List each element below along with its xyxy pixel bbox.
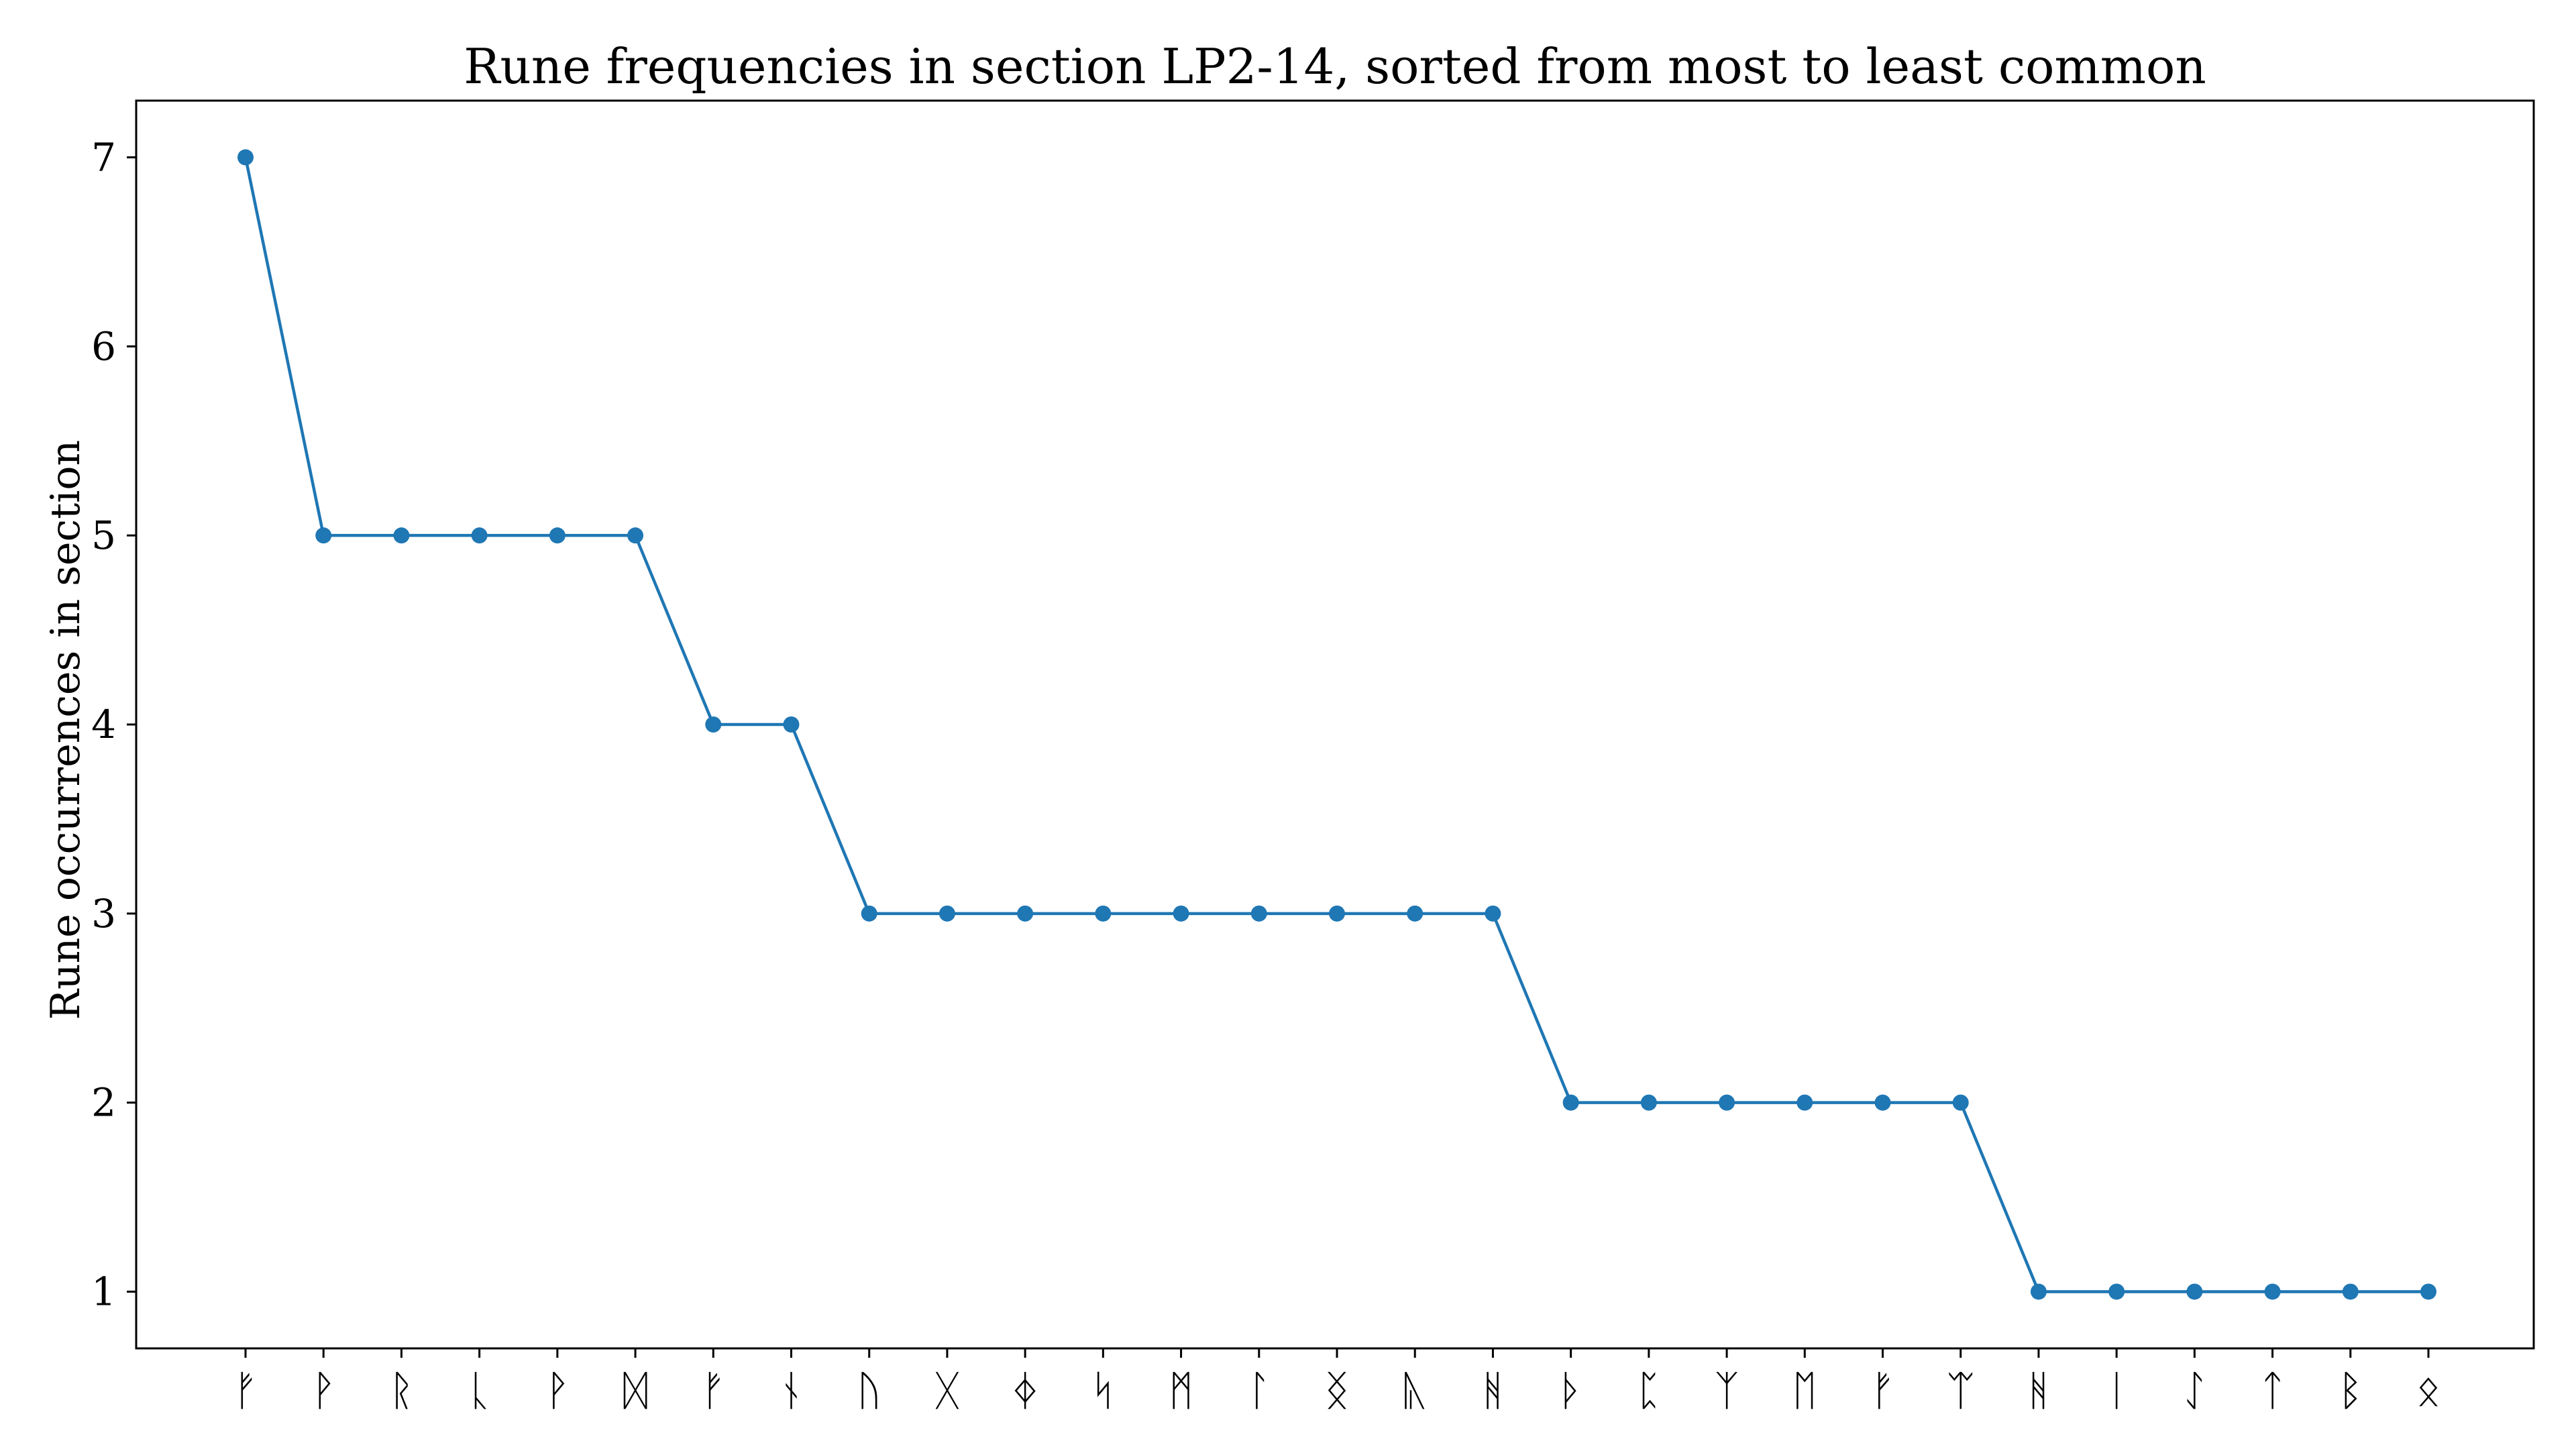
data-point: [1250, 905, 1267, 922]
x-tick-label: ᛁ: [2104, 1366, 2129, 1415]
x-tick-label: ᛇ: [2182, 1366, 2207, 1415]
x-tick-label: ᚳ: [467, 1366, 492, 1415]
x-tick-label: ᚦ: [1558, 1366, 1583, 1415]
data-point: [471, 527, 488, 544]
x-tick-label: ᚻ: [1481, 1366, 1505, 1415]
data-point: [2420, 1283, 2436, 1300]
data-point: [549, 527, 566, 544]
x-tick-label: ᛒ: [2338, 1366, 2363, 1415]
data-point: [1407, 905, 1424, 922]
x-tick-label: ᚾ: [779, 1366, 804, 1415]
data-point: [627, 527, 644, 544]
data-point: [1485, 905, 1501, 922]
x-tick-label: ᛠ: [1948, 1366, 1973, 1415]
x-tick-label: ᛄ: [1013, 1366, 1038, 1415]
x-tick-label: ᚠ: [701, 1366, 726, 1415]
data-point: [1562, 1094, 1579, 1111]
chart-title: Rune frequencies in section LP2-14, sort…: [464, 38, 2206, 95]
x-tick-label: ᚱ: [389, 1366, 414, 1415]
data-point: [315, 527, 332, 544]
x-tick-label: ᚻ: [2026, 1366, 2051, 1415]
x-tick-label: ᛗ: [1169, 1366, 1193, 1415]
data-point: [2342, 1283, 2359, 1300]
data-point: [237, 149, 254, 166]
x-tick-label: ᚹ: [311, 1366, 336, 1415]
y-tick-label: 4: [91, 702, 116, 747]
data-point: [783, 716, 800, 733]
x-tick-label: ᚠ: [233, 1366, 258, 1415]
x-tick-label: ᛚ: [1246, 1366, 1271, 1415]
data-point: [861, 905, 877, 922]
x-tick-label: ᛏ: [2260, 1366, 2285, 1415]
x-tick-label: ᛉ: [1714, 1366, 1739, 1415]
x-tick-label: ᛟ: [2416, 1366, 2440, 1415]
plot-frame: [135, 99, 2535, 1350]
x-tick-label: ᛝ: [1324, 1366, 1349, 1415]
data-point: [1017, 905, 1034, 922]
x-tick-label: ᛈ: [1636, 1366, 1661, 1415]
y-tick-label: 6: [91, 323, 116, 369]
y-tick-label: 3: [91, 891, 116, 936]
data-point: [1952, 1094, 1969, 1111]
series-line: [244, 157, 2428, 1293]
data-point: [1874, 1094, 1891, 1111]
data-point: [705, 716, 722, 733]
data-point: [1095, 905, 1112, 922]
x-tick-label: ᛋ: [1091, 1366, 1116, 1415]
data-point: [1640, 1094, 1657, 1111]
y-axis-ticks: 1 2 3 4 5 6 7: [91, 135, 136, 1314]
data-point: [2030, 1283, 2047, 1300]
data-point: [1796, 1094, 1813, 1111]
data-point: [1719, 1094, 1735, 1111]
y-tick-label: 5: [91, 513, 116, 558]
data-point: [1173, 905, 1189, 922]
data-point: [938, 905, 955, 922]
data-point: [2108, 1283, 2125, 1300]
x-tick-label: ᚣ: [1403, 1366, 1428, 1415]
y-tick-label: 1: [91, 1269, 116, 1314]
data-point: [2186, 1283, 2203, 1300]
y-axis-label: Rune occurrences in section: [42, 440, 89, 1020]
x-tick-label: ᚹ: [545, 1366, 570, 1415]
series-layer: [237, 149, 2436, 1300]
x-tick-label: ᛖ: [1792, 1366, 1817, 1415]
x-tick-label: ᛞ: [623, 1366, 647, 1415]
x-tick-label: ᚢ: [857, 1366, 881, 1415]
x-tick-label: ᚷ: [934, 1366, 959, 1415]
data-point: [393, 527, 410, 544]
data-point: [1329, 905, 1345, 922]
y-tick-label: 2: [91, 1080, 116, 1126]
x-tick-label: ᚠ: [1870, 1366, 1895, 1415]
data-point: [2264, 1283, 2281, 1300]
y-tick-label: 7: [91, 135, 116, 180]
